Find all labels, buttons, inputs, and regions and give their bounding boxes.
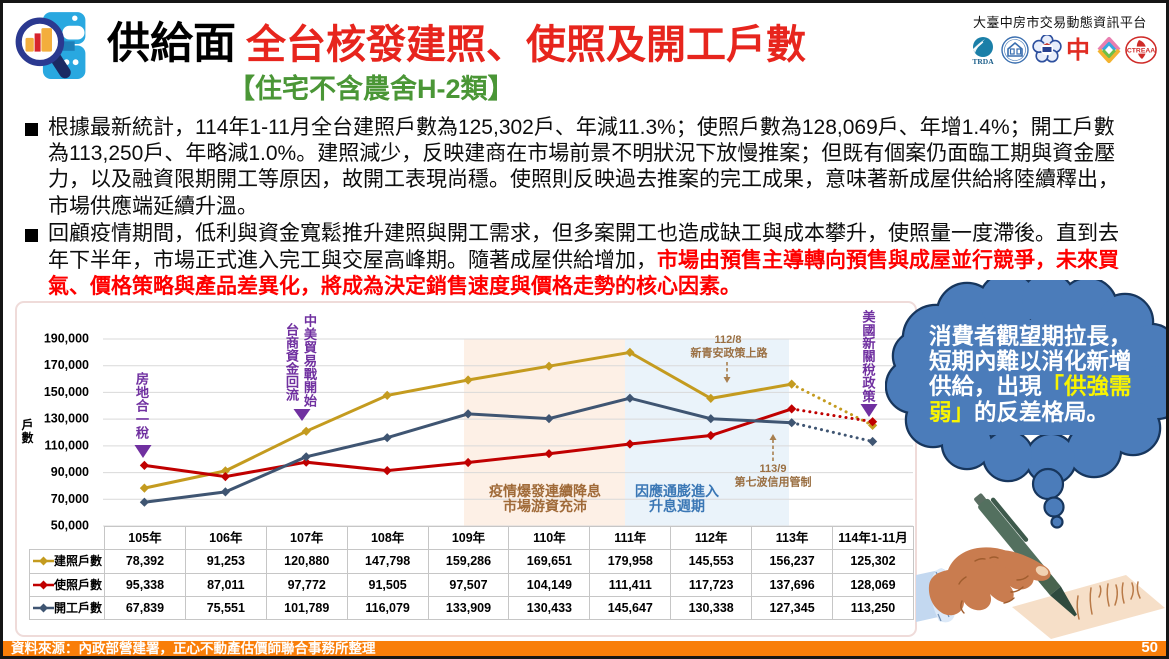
svg-text:市場游資充沛: 市場游資充沛	[503, 498, 587, 514]
svg-text:貿: 貿	[304, 339, 317, 355]
svg-text:策: 策	[862, 388, 876, 404]
svg-text:112/8: 112/8	[715, 334, 742, 346]
svg-text:110,000: 110,000	[45, 438, 90, 452]
svg-text:CTREAA: CTREAA	[1127, 48, 1155, 55]
svg-text:TRDA: TRDA	[972, 57, 994, 66]
svg-text:第七波信用管制: 第七波信用管制	[735, 475, 812, 489]
svg-text:因應通膨進入: 因應通膨進入	[635, 483, 719, 499]
svg-text:台: 台	[286, 322, 299, 338]
svg-text:地: 地	[136, 384, 149, 400]
svg-text:美: 美	[304, 326, 318, 342]
svg-text:資: 資	[286, 348, 299, 364]
svg-text:房: 房	[136, 371, 149, 387]
svg-text:150,000: 150,000	[44, 385, 89, 399]
svg-text:戰: 戰	[304, 366, 318, 382]
svg-text:中: 中	[304, 313, 317, 329]
svg-text:始: 始	[304, 392, 318, 408]
svg-text:170,000: 170,000	[44, 358, 89, 372]
svg-text:113/9: 113/9	[760, 463, 787, 475]
svg-text:新青安政策上路: 新青安政策上路	[691, 346, 769, 360]
svg-text:易: 易	[304, 354, 317, 369]
svg-text:回: 回	[286, 375, 299, 390]
svg-text:稅: 稅	[862, 361, 876, 377]
svg-text:疫情爆發連續降息: 疫情爆發連續降息	[489, 483, 601, 499]
svg-text:合: 合	[136, 398, 150, 414]
svg-text:升息週期: 升息週期	[649, 498, 705, 514]
svg-text:政: 政	[862, 375, 876, 391]
svg-text:金: 金	[285, 361, 300, 377]
svg-text:新: 新	[862, 335, 875, 351]
svg-text:50,000: 50,000	[51, 519, 89, 533]
svg-text:190,000: 190,000	[44, 332, 89, 346]
svg-text:商: 商	[286, 335, 299, 351]
svg-text:數: 數	[21, 430, 33, 445]
svg-text:一: 一	[136, 412, 149, 427]
svg-text:流: 流	[286, 387, 299, 403]
svg-text:90,000: 90,000	[51, 465, 89, 479]
svg-text:稅: 稅	[136, 425, 150, 441]
svg-text:70,000: 70,000	[51, 492, 89, 506]
svg-text:國: 國	[862, 323, 875, 338]
svg-text:戶: 戶	[21, 417, 33, 432]
svg-text:130,000: 130,000	[44, 412, 89, 426]
svg-text:關: 關	[862, 349, 875, 364]
svg-text:中: 中	[1066, 37, 1090, 64]
svg-text:開: 開	[304, 380, 317, 395]
svg-text:美: 美	[862, 309, 876, 325]
